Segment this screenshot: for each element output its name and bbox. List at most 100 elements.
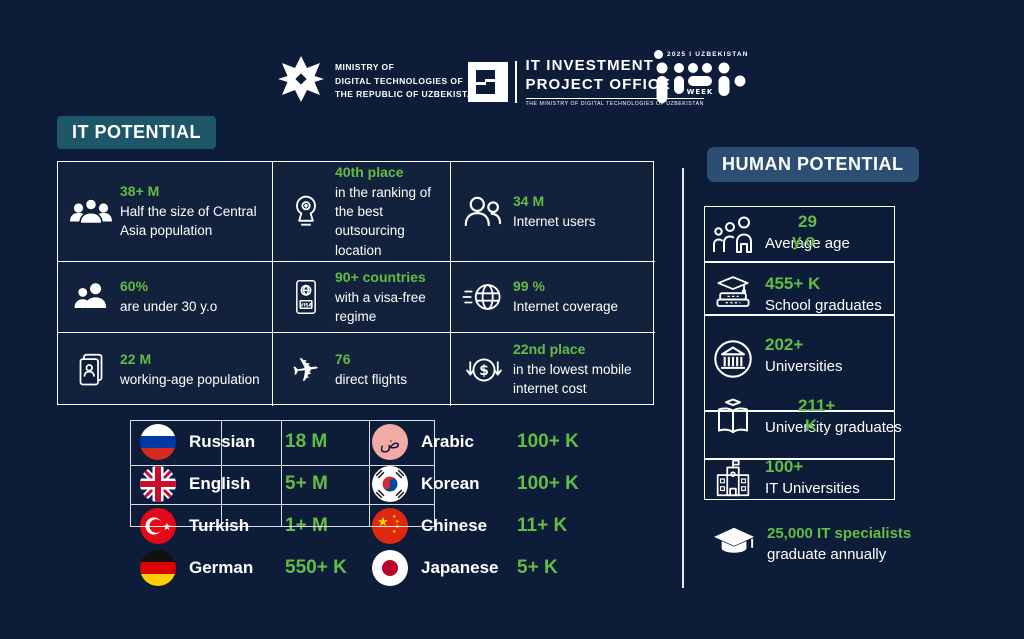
itweek-logo: 2025 I UZBEKISTAN WEEK: [654, 50, 750, 110]
human-label: Average age: [765, 235, 850, 253]
language-row-japanese: Japanese 5+ K: [372, 547, 607, 589]
svg-text:★: ★: [163, 522, 172, 533]
divider: [525, 97, 704, 99]
stat-value: 90+ countries: [335, 268, 426, 285]
human-footer-it-specialists: 25,000 IT specialists graduate annually: [710, 524, 911, 565]
language-name: Chinese: [421, 516, 488, 535]
china-flag-icon: ★ ★ ★ ★ ★: [372, 508, 408, 544]
stat-value: 60%: [120, 278, 149, 295]
language-value: 1+ M: [285, 515, 328, 536]
language-name: Japanese: [421, 558, 499, 577]
it-investment-title-line2: PROJECT OFFICE: [525, 75, 671, 93]
language-row-chinese: ★ ★ ★ ★ ★ Chinese 11+ K: [372, 505, 607, 547]
svg-text:$: $: [479, 363, 489, 379]
grad-books-icon: [708, 273, 758, 317]
stat-label: Internet users: [513, 213, 596, 229]
people-group-icon: [62, 188, 120, 236]
language-value: 5+ M: [285, 473, 328, 494]
stat-value: 22 M: [120, 350, 152, 367]
language-value: 5+ K: [517, 557, 558, 578]
human-footer-label: graduate annually: [767, 545, 887, 563]
korea-flag-icon: [372, 466, 408, 502]
stat-label: in the ranking of the best outsourcing l…: [335, 185, 432, 258]
visa-passport-icon: VISA: [277, 274, 335, 320]
young-people-icon: [62, 275, 120, 319]
human-value: 100+: [765, 457, 804, 476]
language-value: 18 M: [285, 431, 328, 452]
language-value: 11+ K: [517, 515, 568, 536]
svg-text:WEEK: WEEK: [687, 88, 714, 96]
uk-flag-icon: [140, 466, 176, 502]
internet-users-icon: [455, 189, 513, 235]
language-row-korean: Korean 100+ K: [372, 463, 607, 505]
human-value: 29: [798, 212, 817, 231]
university-icon: [708, 334, 758, 384]
human-row-average-age: 29 Average age y.o: [708, 211, 850, 259]
language-value: 100+ K: [517, 431, 579, 452]
ministry-name-line1: MINISTRY OF: [335, 62, 395, 73]
logo-separator: [515, 61, 517, 103]
human-row-school-graduates: 455+ K School graduates: [708, 273, 882, 317]
it-investment-title-line1: IT INVESTMENT: [525, 57, 654, 74]
stat-label: in the lowest mobile internet cost: [513, 362, 632, 397]
stat-cell-coverage: 99 % Internet coverage: [451, 262, 655, 333]
ranking-medal-icon: [277, 189, 335, 235]
plane-icon: ✈: [289, 349, 323, 390]
human-label: IT Universities: [765, 480, 860, 498]
stat-cell-working-age: 22 M working-age population: [58, 333, 273, 406]
human-overlay-text: K: [805, 416, 818, 435]
stat-cell-internet-users: 34 M Internet users: [451, 162, 655, 262]
language-name: Arabic: [421, 432, 474, 451]
itweek-dots-icon: WEEK: [654, 61, 750, 110]
language-name: German: [189, 558, 254, 577]
turkey-flag-icon: ★: [140, 508, 176, 544]
language-row-german: German 550+ K: [140, 547, 375, 589]
dollar-exchange-icon: $: [455, 348, 513, 392]
language-row-english: English 5+ M: [140, 463, 375, 505]
human-value: 202+: [765, 335, 804, 354]
human-value: 211+: [798, 396, 836, 415]
it-investment-logo: IT INVESTMENT PROJECT OFFICE THE MINISTR…: [468, 57, 704, 107]
stat-label: are under 30 y.o: [120, 299, 218, 315]
stat-value: 22nd place: [513, 341, 586, 358]
it-potential-title: IT POTENTIAL: [57, 116, 216, 149]
ministry-logo: MINISTRY OF DIGITAL TECHNOLOGIES OF THE …: [277, 55, 480, 108]
svg-text:★: ★: [395, 524, 400, 530]
human-label: School graduates: [765, 297, 882, 315]
stat-value: 40th place: [335, 164, 404, 181]
it-investment-subtitle: THE MINISTRY OF DIGITAL TECHNOLOGIES OF …: [525, 101, 704, 107]
languages-right-column: ض Arabic 100+ K Korean 100+ K ★: [372, 421, 607, 589]
id-card-icon: [62, 348, 120, 392]
stat-label: Internet coverage: [513, 299, 619, 315]
stat-value: 76: [335, 350, 351, 367]
human-potential-title: HUMAN POTENTIAL: [707, 147, 919, 182]
ministry-name-line3: THE REPUBLIC OF UZBEKISTAN: [335, 89, 481, 100]
family-icon: [708, 211, 758, 259]
itweek-top-text: 2025 I UZBEKISTAN: [667, 51, 749, 58]
human-label: Universities: [765, 358, 843, 376]
language-row-arabic: ض Arabic 100+ K: [372, 421, 607, 463]
it-investment-mark-icon: [468, 62, 508, 102]
languages-left-column: Russian 18 M English 5+ M ★ Turkish 1+ M…: [140, 421, 375, 589]
globe-icon: [455, 275, 513, 319]
language-name: Russian: [189, 432, 256, 451]
svg-text:VISA: VISA: [300, 303, 313, 309]
human-row-universities: 202+ Universities: [708, 334, 843, 384]
language-row-turkish: ★ Turkish 1+ M: [140, 505, 375, 547]
stat-cell-population: 38+ M Half the size of Central Asia popu…: [58, 162, 273, 262]
ministry-emblem-icon: [277, 55, 325, 108]
ministry-name-line2: DIGITAL TECHNOLOGIES OF: [335, 75, 464, 86]
japan-flag-icon: [372, 550, 408, 586]
it-potential-grid: 38+ M Half the size of Central Asia popu…: [57, 161, 655, 406]
svg-text:ض: ض: [380, 434, 401, 454]
language-name: Turkish: [189, 516, 250, 535]
school-building-icon: [708, 456, 758, 502]
stat-value: 34 M: [513, 192, 545, 209]
language-name: Korean: [421, 474, 480, 493]
stat-label: with a visa-free regime: [335, 289, 426, 324]
itweek-dot-icon: [654, 50, 663, 59]
grad-cap-icon: [710, 524, 760, 564]
open-book-icon: [708, 395, 758, 443]
stat-cell-outsourcing: 40th place in the ranking of the best ou…: [273, 162, 451, 262]
language-value: 100+ K: [517, 473, 579, 494]
